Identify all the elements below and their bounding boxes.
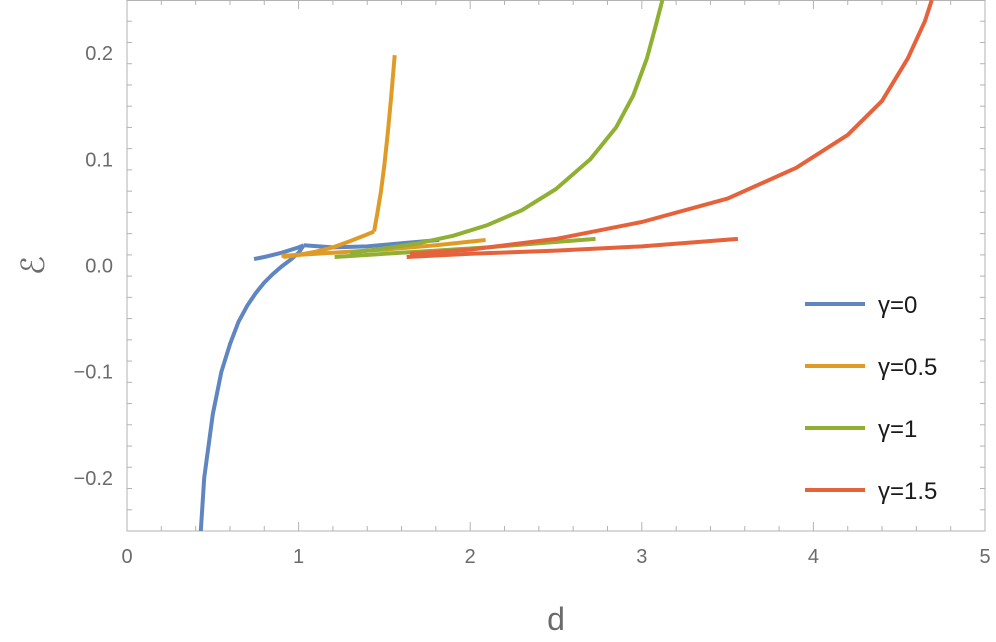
x-tick-label: 0 — [121, 546, 132, 568]
series-line — [198, 244, 306, 532]
legend-label: γ=1.5 — [878, 478, 937, 505]
series-line — [372, 55, 397, 232]
y-tick-label: 0.2 — [85, 43, 113, 65]
x-tick-label: 1 — [293, 546, 304, 568]
x-tick-label: 4 — [808, 546, 819, 568]
plot-area — [198, 0, 934, 532]
series-3 — [406, 0, 934, 259]
series-line — [406, 236, 739, 259]
y-axis-title: ℰ — [15, 256, 51, 275]
plot-frame — [126, 0, 986, 532]
legend: γ=0 γ=0.5 γ=1 γ=1.5 — [805, 292, 937, 505]
x-axis-title: d — [547, 601, 565, 637]
legend-label: γ=1 — [878, 416, 917, 443]
y-tick-label: 0.0 — [85, 256, 113, 278]
series-line — [409, 0, 934, 256]
series-2 — [334, 0, 665, 259]
x-tick-label: 2 — [465, 546, 476, 568]
series-0 — [198, 238, 440, 532]
x-tick-label: 5 — [979, 546, 990, 568]
series-1 — [281, 55, 486, 259]
legend-label: γ=0 — [878, 292, 917, 319]
y-tick-label: −0.1 — [74, 362, 113, 384]
series-line — [253, 243, 305, 262]
x-tick-label: 3 — [636, 546, 647, 568]
series-line — [349, 0, 665, 255]
legend-label: γ=0.5 — [878, 354, 937, 381]
y-tick-label: 0.1 — [85, 149, 113, 171]
y-tick-label: −0.2 — [74, 468, 113, 490]
